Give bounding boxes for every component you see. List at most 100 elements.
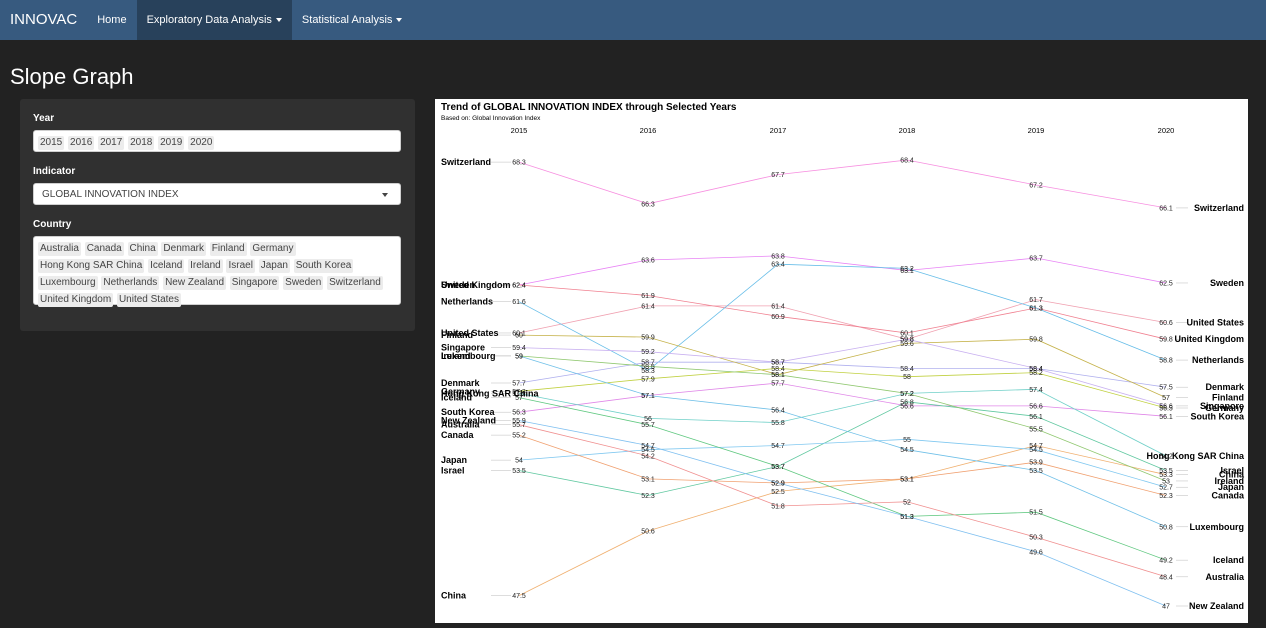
- value-label: 49.6: [1029, 549, 1043, 556]
- country-tag[interactable]: Israel: [226, 259, 255, 273]
- value-label: 58.7: [641, 360, 655, 367]
- value-label: 51.3: [900, 514, 914, 521]
- value-label: 66.1: [1159, 205, 1173, 212]
- nav-exploratory-data-analysis[interactable]: Exploratory Data Analysis: [136, 0, 292, 40]
- value-label: 58.5: [641, 364, 655, 371]
- value-label: 61.7: [1029, 297, 1043, 304]
- brand-logo[interactable]: INNOVAC: [10, 11, 78, 28]
- country-tag[interactable]: Switzerland: [327, 276, 383, 290]
- year-tag[interactable]: 2020: [188, 136, 215, 150]
- nav-home-label: Home: [97, 14, 127, 26]
- series-line: [518, 284, 1167, 340]
- value-label: 50.8: [1159, 524, 1173, 531]
- country-tag[interactable]: Canada: [84, 242, 124, 256]
- value-label: 60.1: [900, 330, 914, 337]
- value-label: 57.7: [512, 381, 526, 388]
- nav-home[interactable]: Home: [87, 0, 136, 40]
- series-line: [518, 367, 1167, 409]
- value-label: 53.1: [900, 476, 914, 483]
- chart-title: Trend of GLOBAL INNOVATION INDEX through…: [441, 102, 737, 113]
- country-tag[interactable]: Iceland: [148, 259, 185, 273]
- value-label: 63.6: [641, 258, 655, 265]
- country-label-left: Netherlands: [441, 297, 493, 307]
- nav-statistical-analysis[interactable]: Statistical Analysis: [292, 0, 412, 40]
- value-label: 56.6: [1159, 403, 1173, 410]
- year-header: 2019: [1028, 126, 1045, 135]
- year-header: 2020: [1158, 126, 1175, 135]
- country-label-left: South Korea: [441, 407, 495, 417]
- year-tag[interactable]: 2017: [98, 136, 125, 150]
- value-label: 59.8: [1029, 337, 1043, 344]
- country-label-left: Sweden: [441, 280, 475, 290]
- value-label: 57.7: [771, 381, 785, 388]
- country-label-left: Iceland: [441, 393, 472, 403]
- value-label: 57: [1162, 395, 1170, 402]
- series-line: [518, 355, 1167, 528]
- series-line: [518, 445, 1167, 596]
- country-tag[interactable]: United Kingdom: [38, 293, 114, 307]
- country-tag[interactable]: Australia: [38, 242, 81, 256]
- country-label-left: Germany: [441, 386, 480, 396]
- value-label: 58.1: [771, 372, 785, 379]
- value-label: 58.4: [900, 366, 914, 373]
- value-label: 56.4: [771, 408, 785, 415]
- value-label: 60.9: [771, 314, 785, 321]
- country-tag[interactable]: China: [127, 242, 158, 256]
- country-label-left: Ireland: [441, 351, 471, 361]
- country-tag[interactable]: Luxembourg: [38, 276, 98, 290]
- series-line: [518, 299, 1167, 340]
- value-label: 54.5: [900, 447, 914, 454]
- year-header: 2015: [511, 126, 528, 135]
- value-label: 52.7: [1159, 485, 1173, 492]
- value-label: 57: [515, 395, 523, 402]
- series-line: [518, 334, 1167, 398]
- country-tag[interactable]: South Korea: [293, 259, 354, 273]
- series-line: [518, 401, 1167, 496]
- country-select[interactable]: Australia Canada China Denmark Finland G…: [33, 236, 401, 307]
- value-label: 63.7: [1029, 255, 1043, 262]
- value-label: 52.9: [771, 481, 785, 488]
- value-label: 56.1: [1159, 414, 1173, 421]
- country-tag[interactable]: Germany: [250, 242, 296, 256]
- year-tag[interactable]: 2018: [128, 136, 155, 150]
- value-label: 53.5: [512, 468, 526, 475]
- value-label: 56.3: [512, 410, 526, 417]
- value-label: 54.2: [1159, 453, 1173, 460]
- value-label: 55.9: [512, 418, 526, 425]
- series-line: [518, 159, 1167, 209]
- value-label: 50.6: [641, 528, 655, 535]
- value-label: 61.6: [512, 299, 526, 306]
- value-label: 55.5: [1029, 426, 1043, 433]
- value-label: 58.7: [771, 360, 785, 367]
- value-label: 61.3: [1029, 305, 1043, 312]
- value-label: 55.7: [512, 422, 526, 429]
- value-label: 57.9: [641, 376, 655, 383]
- country-tag[interactable]: Singapore: [229, 276, 280, 290]
- country-label-left: United States: [441, 328, 499, 338]
- series-line: [518, 388, 1167, 457]
- country-tag[interactable]: United States: [116, 293, 181, 307]
- value-label: 53.1: [900, 476, 914, 483]
- year-tag[interactable]: 2015: [38, 136, 65, 150]
- indicator-select[interactable]: GLOBAL INNOVATION INDEX: [33, 183, 401, 205]
- country-tag[interactable]: Ireland: [188, 259, 223, 273]
- value-label: 52.9: [771, 481, 785, 488]
- country-tag[interactable]: Denmark: [161, 242, 206, 256]
- country-tag[interactable]: Finland: [209, 242, 247, 256]
- country-tag[interactable]: Sweden: [283, 276, 324, 290]
- country-tag[interactable]: New Zealand: [163, 276, 226, 290]
- value-label: 55.8: [771, 420, 785, 427]
- country-tag[interactable]: Japan: [258, 259, 290, 273]
- year-select[interactable]: 2015 2016 2017 2018 2019 2020: [33, 130, 401, 152]
- slope-chart-svg: Trend of GLOBAL INNOVATION INDEX through…: [441, 102, 1245, 611]
- country-tag[interactable]: Netherlands: [101, 276, 160, 290]
- year-tag[interactable]: 2016: [68, 136, 95, 150]
- value-label: 57.2: [900, 391, 914, 398]
- value-label: 53.9: [1029, 460, 1043, 467]
- value-label: 62.4: [512, 283, 526, 290]
- value-label: 58.2: [1029, 370, 1043, 377]
- value-label: 57.1: [641, 393, 655, 400]
- value-label: 60.6: [1159, 320, 1173, 327]
- country-tag[interactable]: Hong Kong SAR China: [38, 259, 145, 273]
- year-tag[interactable]: 2019: [158, 136, 185, 150]
